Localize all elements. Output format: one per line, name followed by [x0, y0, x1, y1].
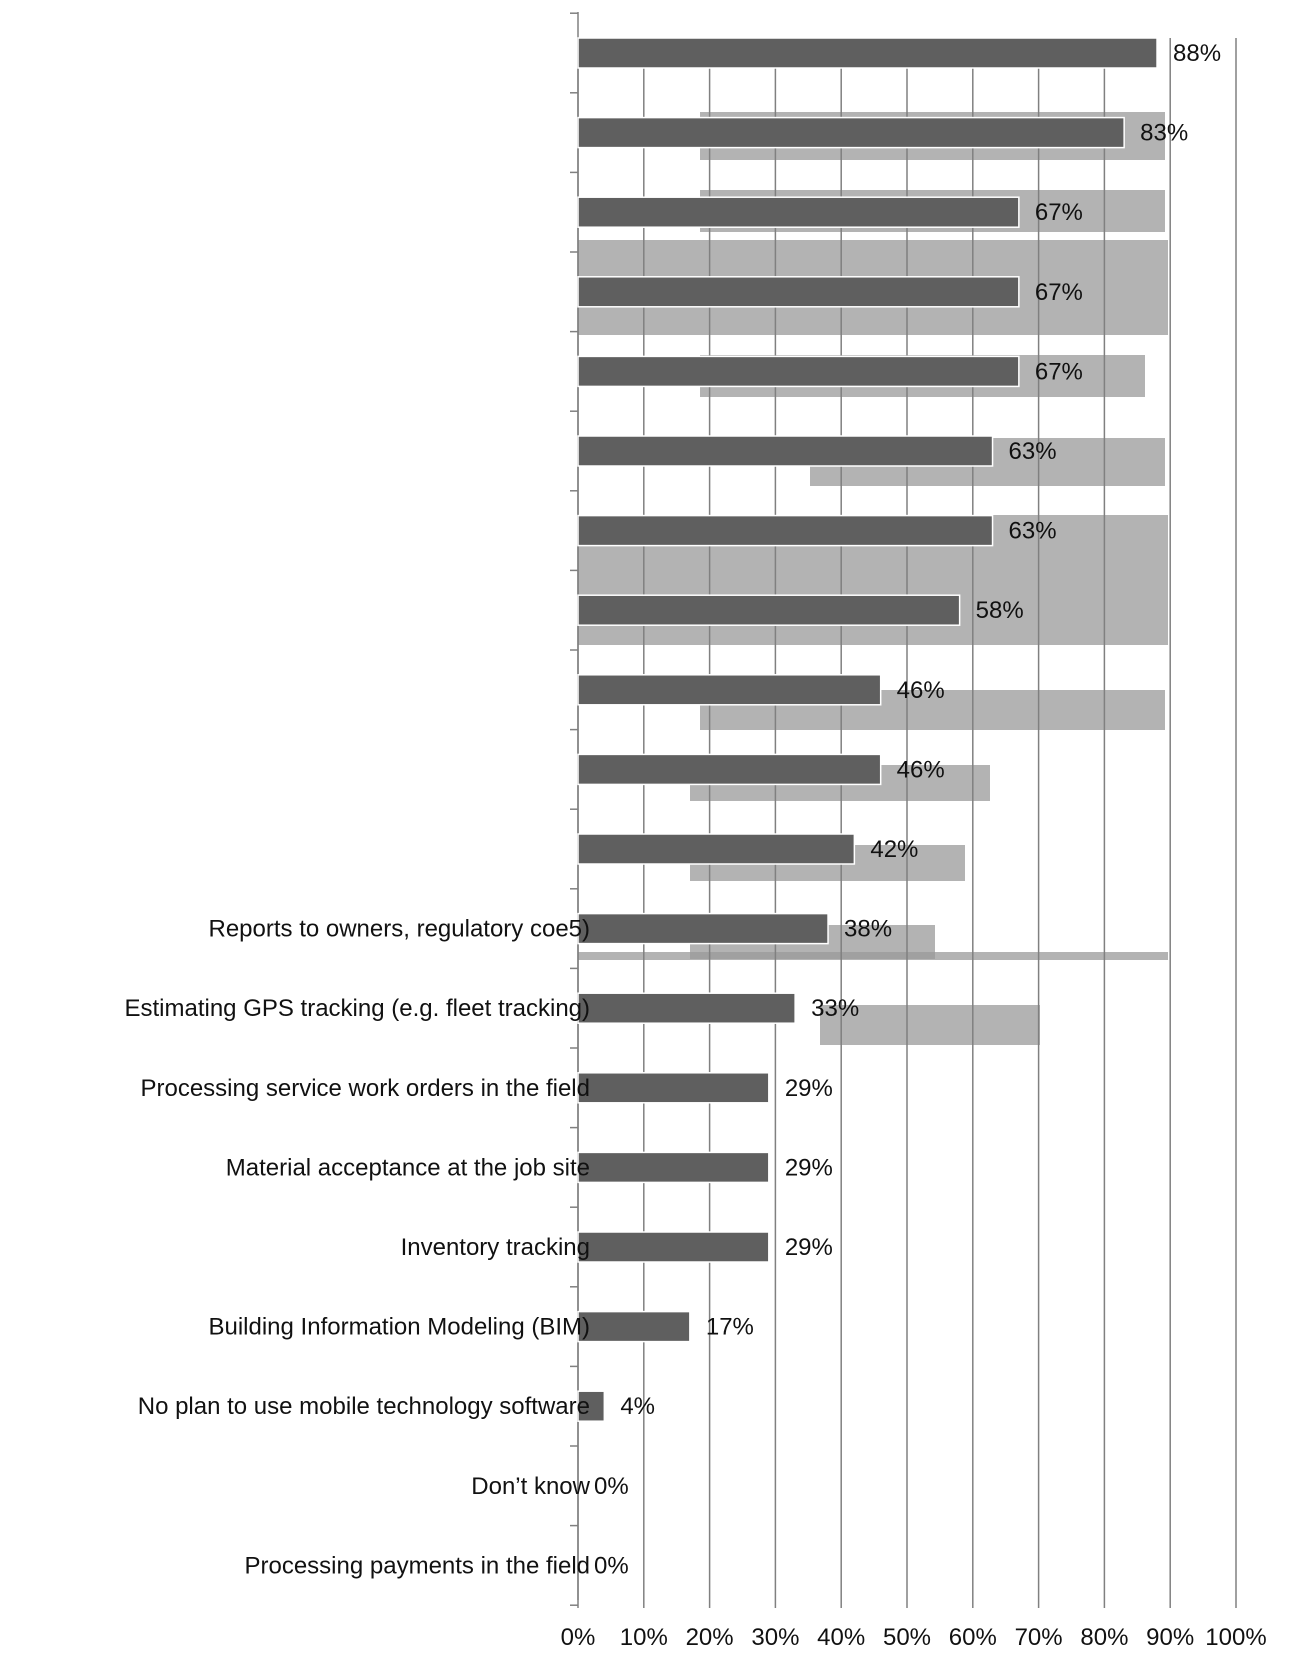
- x-tick-label: 50%: [883, 1624, 931, 1651]
- value-label: 67%: [1035, 199, 1083, 226]
- value-label: 88%: [1173, 40, 1221, 67]
- value-label: 63%: [1009, 518, 1057, 545]
- bar: [577, 674, 882, 706]
- bar: [577, 1072, 770, 1104]
- category-label: Inventory tracking: [401, 1234, 590, 1261]
- bar: [577, 514, 994, 547]
- category-labels: Reports to owners, regulatory coe5) Estim…: [124, 916, 590, 1580]
- bar: [577, 435, 994, 467]
- bar: [577, 1390, 606, 1422]
- category-label: Material acceptance at the job site: [226, 1154, 590, 1181]
- category-label: No plan to use mobile technology softwar…: [138, 1393, 590, 1420]
- value-label: 29%: [785, 1234, 833, 1261]
- bar: [577, 1151, 770, 1184]
- category-label: Reports to owners, regulatory coe5): [208, 916, 590, 943]
- x-tick-label: 40%: [817, 1624, 865, 1651]
- bar: [577, 196, 1020, 228]
- category-label: Processing service work orders in the fi…: [140, 1075, 590, 1102]
- value-label: 29%: [785, 1075, 833, 1102]
- bars: [577, 37, 1158, 1422]
- value-label: 17%: [706, 1314, 754, 1341]
- x-tick-label: 60%: [949, 1624, 997, 1651]
- value-label: 0%: [594, 1473, 629, 1500]
- value-label: 38%: [844, 916, 892, 943]
- bar: [577, 355, 1020, 388]
- value-label: 46%: [897, 677, 945, 704]
- value-label: 67%: [1035, 358, 1083, 385]
- bar: [577, 116, 1125, 149]
- x-tick-label: 10%: [620, 1624, 668, 1651]
- value-labels: 88% 83% 67% 67% 67% 63% 63% 58% 46% 46% 42% 38% 33% 2…: [594, 40, 1221, 1579]
- value-label: 4%: [620, 1393, 655, 1420]
- x-tick-label: 0%: [561, 1624, 596, 1651]
- bar: [577, 833, 856, 865]
- bar: [577, 912, 829, 945]
- x-tick-labels: 0% 10% 20% 30% 40% 50% 60% 70% 80% 90% 100%: [561, 1624, 1267, 1651]
- ghost-artifact: [578, 952, 1168, 960]
- x-tick-label: 90%: [1146, 1624, 1194, 1651]
- category-label: Processing payments in the field: [244, 1552, 590, 1579]
- value-label: 63%: [1009, 438, 1057, 465]
- ghost-artifact: [820, 1005, 1040, 1045]
- faded-artifacts: [578, 112, 1168, 1045]
- value-label: 33%: [811, 995, 859, 1022]
- category-label: Don’t know: [471, 1473, 590, 1500]
- x-tick-label: 80%: [1080, 1624, 1128, 1651]
- x-tick-label: 30%: [751, 1624, 799, 1651]
- x-tick-label: 100%: [1205, 1624, 1266, 1651]
- bar: [577, 594, 961, 626]
- bar: [577, 992, 796, 1024]
- value-label: 29%: [785, 1154, 833, 1181]
- value-label: 83%: [1140, 120, 1188, 147]
- x-tick-label: 20%: [686, 1624, 734, 1651]
- x-tick-label: 70%: [1015, 1624, 1063, 1651]
- category-label: Estimating GPS tracking (e.g. fleet trac…: [124, 995, 590, 1022]
- bar: [577, 1231, 770, 1263]
- value-label: 42%: [870, 836, 918, 863]
- bar: [577, 753, 882, 786]
- bar: [577, 1310, 691, 1343]
- value-label: 0%: [594, 1552, 629, 1579]
- value-label: 67%: [1035, 279, 1083, 306]
- y-axis: [570, 12, 579, 1606]
- bar: [577, 276, 1020, 308]
- value-label: 46%: [897, 756, 945, 783]
- value-label: 58%: [976, 597, 1024, 624]
- bar: [577, 37, 1158, 69]
- category-label: Building Information Modeling (BIM): [208, 1314, 590, 1341]
